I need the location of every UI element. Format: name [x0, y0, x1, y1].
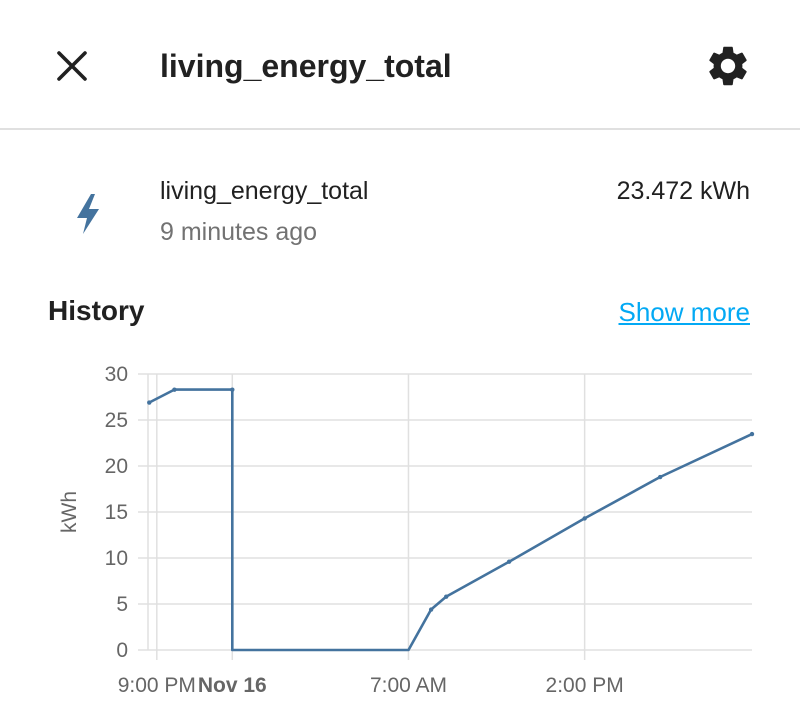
data-point	[657, 474, 663, 480]
x-tick-label: 7:00 AM	[370, 674, 447, 697]
x-tick-label: Nov 16	[198, 674, 267, 697]
history-chart: 0 5 10 15 20 25 30 9:00 PM Nov 16 7:00 AM 2:00 PM k…	[0, 350, 800, 704]
y-tick-label: 15	[105, 501, 128, 524]
entity-row: living_energy_total 9 minutes ago 23.472…	[0, 160, 800, 260]
close-icon	[57, 51, 87, 81]
data-point	[749, 431, 755, 437]
entity-last-changed: 9 minutes ago	[160, 218, 318, 246]
entity-name: living_energy_total	[160, 177, 369, 205]
data-point	[582, 516, 587, 521]
lightning-bolt-icon	[72, 192, 106, 236]
y-tick-label: 0	[116, 639, 128, 662]
y-tick-label: 25	[105, 409, 128, 432]
dialog-header: living_energy_total	[0, 0, 800, 130]
y-tick-label: 10	[105, 547, 128, 570]
gear-icon	[709, 46, 747, 86]
show-more-link[interactable]: Show more	[618, 297, 751, 327]
data-point	[428, 607, 434, 612]
x-tick-label: 2:00 PM	[546, 674, 624, 697]
data-point	[506, 559, 512, 564]
y-tick-label: 30	[105, 363, 128, 386]
history-title: History	[48, 295, 145, 326]
settings-button[interactable]	[704, 42, 752, 90]
history-chart-svg: 0 5 10 15 20 25 30 9:00 PM Nov 16 7:00 AM 2:00 PM k…	[58, 363, 755, 697]
dialog-title: living_energy_total	[160, 48, 452, 84]
data-point	[172, 387, 177, 392]
close-button[interactable]	[48, 42, 96, 90]
data-point	[230, 387, 235, 392]
y-tick-label: 20	[105, 455, 128, 478]
data-point	[444, 594, 449, 599]
y-axis-label: kWh	[58, 491, 81, 533]
data-point	[147, 400, 152, 405]
x-tick-label: 9:00 PM	[118, 674, 196, 697]
series-line	[148, 388, 753, 652]
y-tick-label: 5	[116, 593, 128, 616]
entity-state: 23.472 kWh	[616, 177, 750, 205]
